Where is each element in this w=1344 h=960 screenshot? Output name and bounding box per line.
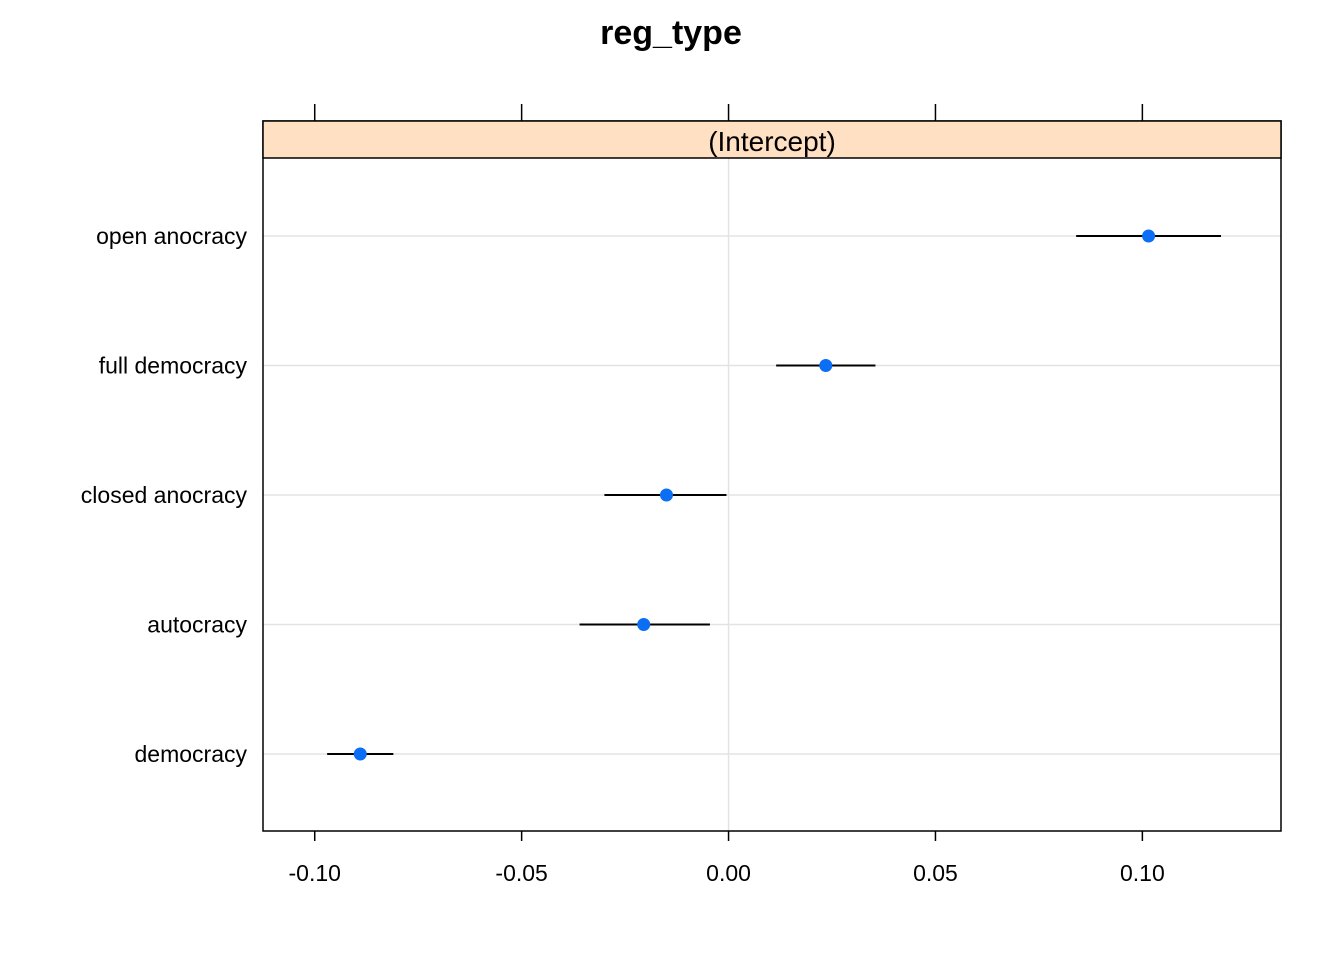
estimate-point — [637, 618, 651, 631]
x-tick-label: 0.05 — [913, 860, 958, 886]
panel-strip — [262, 120, 1282, 159]
category-label: full democracy — [99, 353, 248, 379]
x-tick-label: 0.00 — [706, 860, 751, 886]
data-marks — [327, 229, 1221, 761]
estimate-point — [353, 747, 367, 761]
plot-frame — [262, 120, 1282, 832]
x-tick-label: -0.05 — [495, 860, 547, 886]
x-tick-label: 0.10 — [1120, 860, 1165, 886]
estimate-point — [819, 359, 833, 372]
estimate-point — [1142, 229, 1156, 243]
panel-strip-label: (Intercept) — [708, 126, 836, 157]
category-label: democracy — [135, 741, 248, 767]
grid-lines — [263, 158, 1281, 831]
category-label: closed anocracy — [81, 482, 248, 508]
axis-ticks: -0.10 -0.05 0.00 0.05 0.10 — [289, 104, 1165, 886]
x-tick-label: -0.10 — [289, 860, 341, 886]
chart-title: reg_type — [600, 14, 742, 52]
estimate-point — [659, 488, 673, 502]
category-labels: open anocracy full democracy closed anocra… — [81, 223, 248, 767]
category-label: autocracy — [147, 612, 247, 638]
category-label: open anocracy — [96, 223, 247, 249]
